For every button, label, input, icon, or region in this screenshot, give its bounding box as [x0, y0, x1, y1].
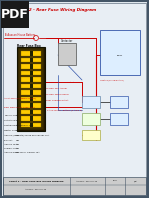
Bar [18, 48, 44, 130]
Bar [30, 123, 32, 127]
Text: Bar 15A: Bar 15A [4, 139, 13, 141]
Text: Awning 15A: Awning 15A [4, 143, 17, 145]
Text: Awning (Separate) Shade and Canopy 15A: Awning (Separate) Shade and Canopy 15A [4, 134, 49, 136]
Bar [82, 130, 100, 140]
Text: Awning Diagn and or Canopy 15A: Awning Diagn and or Canopy 15A [4, 151, 40, 153]
Bar [30, 51, 32, 55]
Bar [100, 30, 140, 75]
Bar [3, 177, 146, 195]
Text: Lighting (Possible future): Lighting (Possible future) [100, 79, 124, 81]
Bar [30, 77, 32, 82]
Bar [21, 77, 41, 82]
Bar [21, 84, 41, 88]
Text: Relay: Relay [117, 54, 123, 55]
Bar [110, 96, 128, 108]
Text: Master Coach 25A: Master Coach 25A [4, 129, 23, 131]
Bar [30, 90, 32, 94]
Bar [21, 70, 41, 75]
Bar [21, 57, 41, 62]
Text: AMOS3 - Session 42: AMOS3 - Session 42 [25, 189, 47, 190]
Text: Sheet 2 - Rear Fuse Wiring Diagram: Sheet 2 - Rear Fuse Wiring Diagram [14, 8, 96, 12]
Bar [30, 64, 32, 69]
Text: Contactor: Contactor [61, 39, 73, 43]
Bar [21, 109, 41, 114]
Bar [30, 103, 32, 108]
Bar [30, 96, 32, 101]
Text: PDF: PDF [1, 8, 28, 21]
Bar [1, 1, 29, 28]
Text: To Auxcon House Battery: To Auxcon House Battery [4, 33, 35, 37]
Text: To Rear Boom Room: To Rear Boom Room [46, 93, 69, 94]
Text: Rear Charger Outlet: Rear Charger Outlet [46, 99, 68, 101]
Text: To Rear BIO Arenal: To Rear BIO Arenal [46, 87, 67, 89]
Bar [30, 84, 32, 88]
Text: AUSA Bus (Possible future): AUSA Bus (Possible future) [4, 97, 36, 99]
Text: AMOS3 - Session 42: AMOS3 - Session 42 [76, 180, 98, 182]
Text: Transfer 25A: Transfer 25A [4, 114, 17, 116]
Text: S2.6: S2.6 [113, 180, 117, 181]
Bar [82, 96, 100, 108]
Bar [21, 96, 41, 101]
Bar [21, 123, 41, 127]
Text: Rear Fuse Box: Rear Fuse Box [17, 44, 41, 48]
Bar [17, 47, 45, 131]
Bar [21, 116, 41, 121]
Bar [21, 64, 41, 69]
Bar [82, 113, 100, 125]
Text: Charger 20A: Charger 20A [4, 147, 17, 149]
Bar [30, 109, 32, 114]
Text: To Rear Bathroom Outlet: To Rear Bathroom Outlet [46, 81, 74, 83]
Bar [110, 113, 128, 125]
Bar [30, 116, 32, 121]
Text: Central Heat Controller 20A: Central Heat Controller 20A [4, 124, 33, 126]
Text: Outlets 20A: Outlets 20A [4, 119, 17, 121]
Bar [58, 43, 76, 65]
Text: N/A: N/A [134, 180, 138, 182]
Text: RED Main From Fuse Assy: RED Main From Fuse Assy [4, 106, 35, 108]
Text: Sheet 2 - Rear Fuse Box Wiring Diagram: Sheet 2 - Rear Fuse Box Wiring Diagram [9, 180, 63, 182]
Bar [30, 70, 32, 75]
Bar [30, 57, 32, 62]
Bar [21, 90, 41, 94]
Text: To Aux source - Battery (4 AWG 4): To Aux source - Battery (4 AWG 4) [46, 109, 82, 111]
Bar [21, 51, 41, 55]
Bar [21, 103, 41, 108]
